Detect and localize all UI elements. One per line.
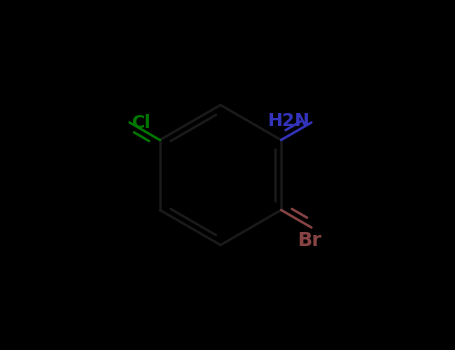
Text: Br: Br (298, 231, 322, 250)
Text: H2N: H2N (267, 112, 310, 130)
Text: Cl: Cl (131, 113, 151, 132)
